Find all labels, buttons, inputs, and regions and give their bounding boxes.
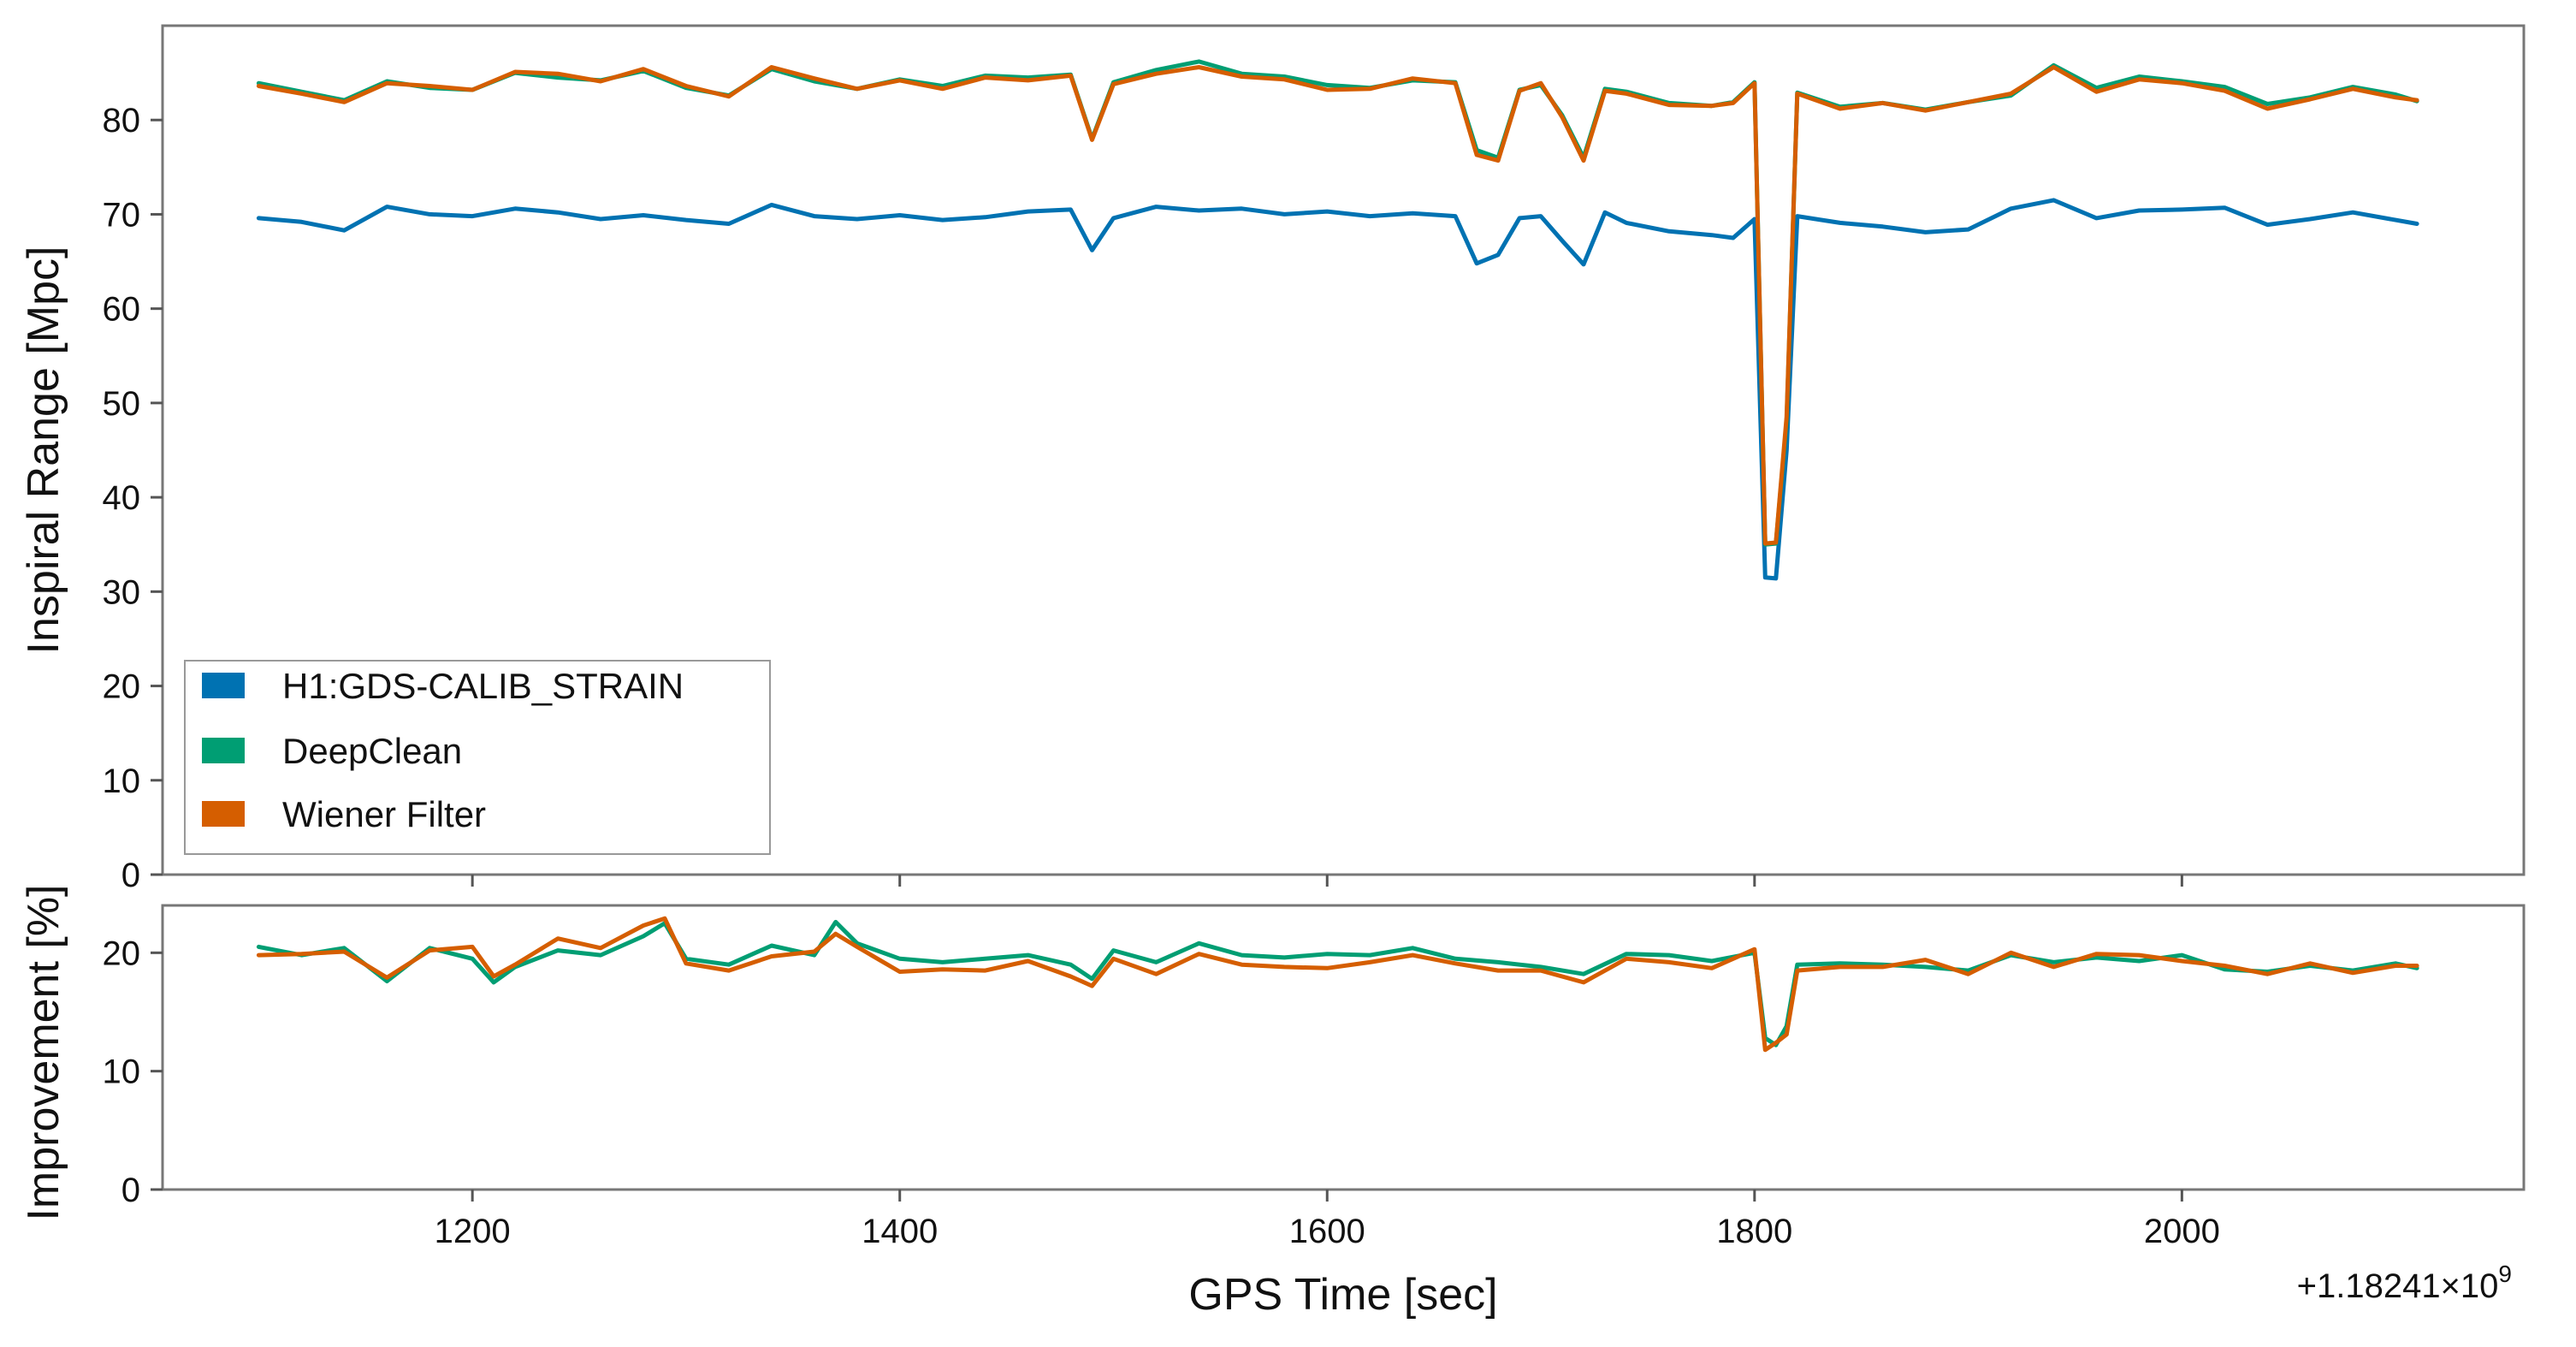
top-y-tick-label: 80 <box>103 102 141 139</box>
legend: H1:GDS-CALIB_STRAIN DeepClean Wiener Fil… <box>184 660 771 855</box>
x-offset-label: +1.18241×109 <box>2297 1261 2512 1305</box>
bottom-x-tick-label: 2000 <box>2144 1213 2220 1250</box>
bottom-series-group <box>256 916 2419 1053</box>
bottom-x-tick-label: 1800 <box>1716 1213 1792 1250</box>
legend-label-h1: H1:GDS-CALIB_STRAIN <box>282 666 684 706</box>
top-series-line-wiener-filter <box>256 65 2419 546</box>
bottom-x-ticks: 1200 1400 1600 1800 2000 <box>435 1190 2220 1250</box>
bottom-x-tick-label: 1600 <box>1289 1213 1365 1250</box>
x-offset-base: +1.18241×10 <box>2297 1267 2499 1305</box>
legend-label-wiener: Wiener Filter <box>282 794 486 834</box>
bottom-y-axis-label: Improvement [%] <box>19 884 68 1220</box>
bottom-x-tick-label: 1400 <box>862 1213 938 1250</box>
bottom-series-line-wiener-filter <box>256 916 2419 1053</box>
bottom-panel: 0 10 20 1200 1400 1600 1800 2000 Improvement [… <box>19 884 2526 1320</box>
bottom-x-axis-label: GPS Time [sec] <box>1188 1270 1497 1320</box>
top-y-tick-label: 30 <box>103 573 141 611</box>
bottom-plot-frame <box>161 904 2526 1191</box>
top-y-tick-label: 0 <box>121 857 140 894</box>
top-y-tick-label: 20 <box>103 668 141 706</box>
legend-swatch-deepclean <box>202 738 245 763</box>
top-series-line-h1-gds-calib-strain <box>256 198 2419 581</box>
top-y-tick-label: 40 <box>103 479 141 517</box>
bottom-y-tick-label: 0 <box>121 1172 140 1209</box>
top-y-ticks: 0 10 20 30 40 50 60 70 80 <box>103 102 163 894</box>
bottom-x-tick-label: 1200 <box>435 1213 511 1250</box>
top-panel: 0 10 20 30 40 50 60 70 80 Inspiral Range [Mpc] H… <box>19 24 2526 894</box>
top-y-tick-label: 10 <box>103 763 141 800</box>
top-y-tick-label: 70 <box>103 196 141 234</box>
top-y-axis-label: Inspiral Range [Mpc] <box>19 246 68 655</box>
bottom-y-tick-label: 10 <box>103 1053 141 1091</box>
bottom-y-ticks: 0 10 20 <box>103 935 163 1209</box>
x-offset-exponent: 9 <box>2498 1261 2512 1287</box>
top-x-ticks <box>471 875 2183 887</box>
legend-swatch-wiener <box>202 801 245 827</box>
legend-swatch-h1 <box>202 673 245 698</box>
top-y-tick-label: 60 <box>103 291 141 329</box>
bottom-y-tick-label: 20 <box>103 935 141 972</box>
legend-label-deepclean: DeepClean <box>282 731 462 771</box>
top-y-tick-label: 50 <box>103 385 141 423</box>
top-series-group <box>256 59 2419 581</box>
legend-frame <box>184 660 771 855</box>
